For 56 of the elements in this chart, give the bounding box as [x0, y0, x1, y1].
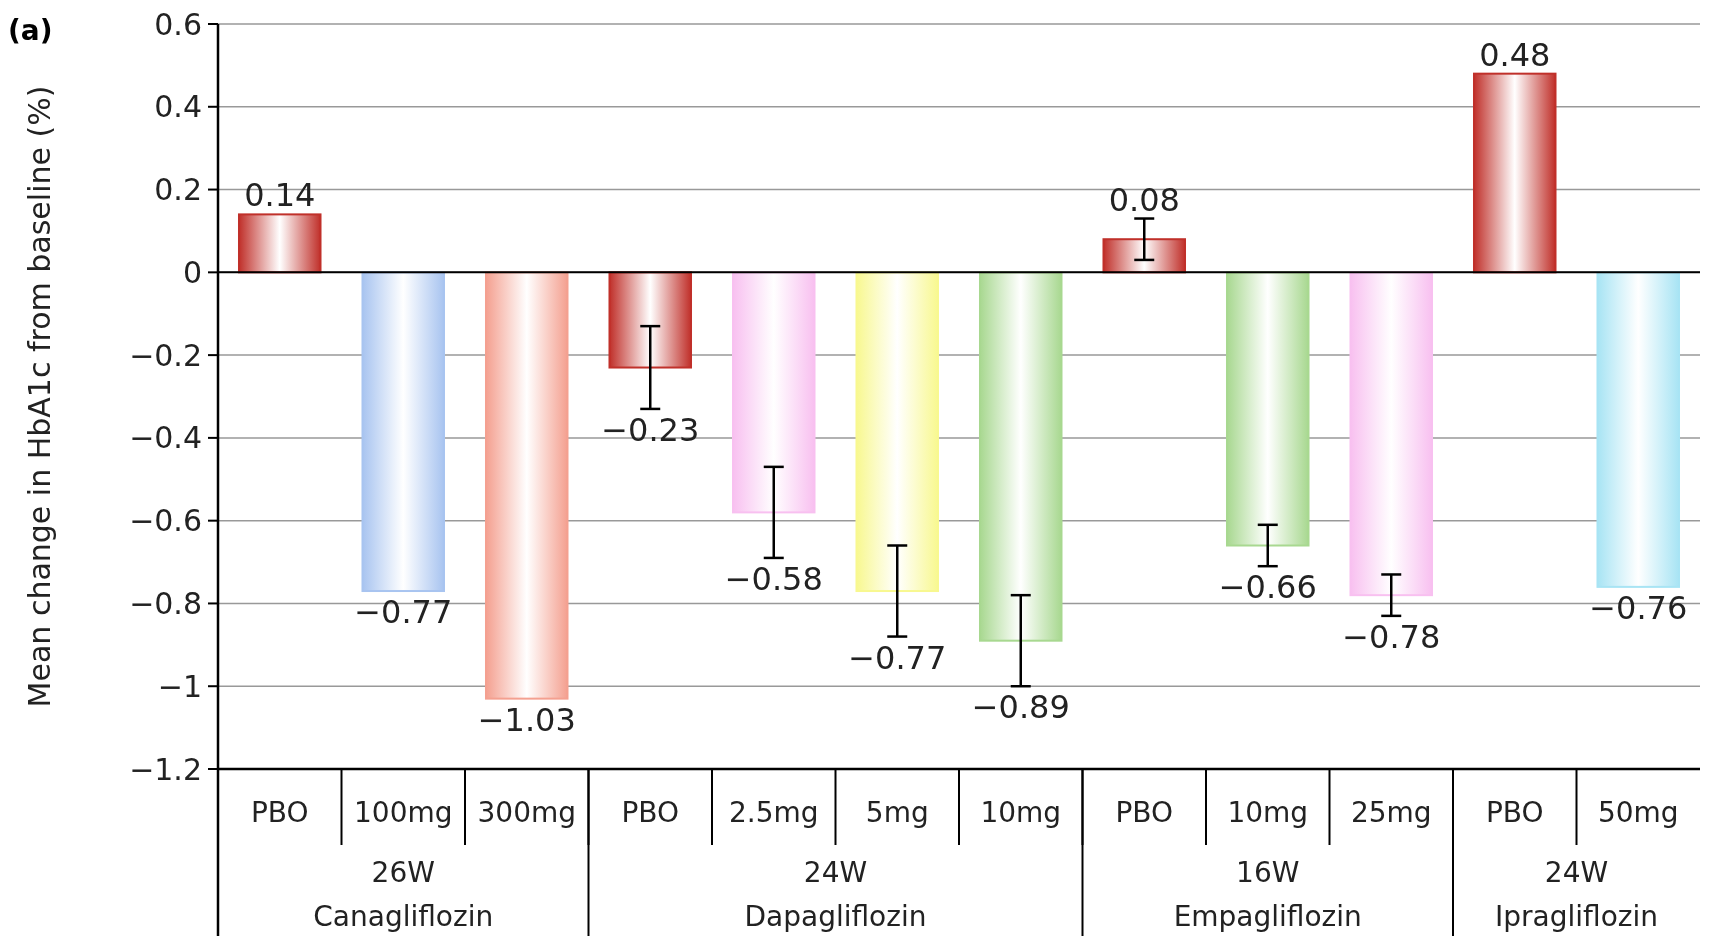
data-label: −0.78 — [1342, 617, 1441, 656]
x-tick-label: 5mg — [865, 796, 929, 829]
bar — [732, 271, 816, 514]
y-tick-label: 0.4 — [154, 89, 202, 125]
x-tick-label: 100mg — [354, 796, 453, 829]
x-tick-label: PBO — [1485, 796, 1544, 829]
x-tick-label: 25mg — [1350, 796, 1432, 829]
x-tick-label: PBO — [250, 796, 309, 829]
text: 26W — [371, 856, 435, 889]
y-tick-label: −0.4 — [129, 420, 202, 456]
bar — [1472, 72, 1557, 274]
y-tick-label: −1.2 — [129, 751, 202, 787]
data-label: 0.14 — [244, 176, 316, 215]
bar — [485, 271, 569, 700]
y-tick-label: 0.6 — [154, 6, 202, 42]
text: 16W — [1236, 856, 1300, 889]
bar — [361, 271, 446, 593]
y-tick-label: −0.8 — [129, 585, 202, 621]
data-label: −0.77 — [354, 593, 453, 632]
data-label: −0.23 — [601, 410, 700, 449]
text: 24W — [1544, 856, 1609, 889]
bar — [1225, 271, 1310, 547]
x-tick-label: 300mg — [477, 796, 576, 829]
data-label: −0.77 — [848, 638, 947, 677]
data-label: −0.58 — [724, 559, 823, 598]
y-tick-label: 0 — [182, 254, 202, 290]
data-label: 0.48 — [1479, 35, 1551, 74]
x-tick-label: 2.5mg — [728, 796, 819, 829]
x-tick-label: 10mg — [1227, 796, 1309, 829]
y-tick-label: 0.2 — [154, 172, 202, 208]
bar — [979, 271, 1063, 642]
y-tick-label: −1 — [157, 668, 202, 704]
x-tick-label: 10mg — [980, 796, 1062, 829]
bar — [1596, 271, 1680, 588]
x-tick-label: PBO — [621, 796, 680, 829]
x-tick-label: 50mg — [1597, 796, 1679, 829]
text: Empagliflozin — [1173, 900, 1362, 933]
text: Dapagliflozin — [744, 900, 927, 933]
y-axis-title: Mean change in HbA1c from baseline (%) — [22, 85, 57, 708]
text: Ipragliflozin — [1494, 900, 1659, 933]
text: Canagliflozin — [313, 900, 494, 933]
data-label: −1.03 — [477, 700, 576, 739]
bar — [1349, 271, 1433, 597]
data-label: −0.76 — [1589, 588, 1688, 627]
bar — [608, 271, 693, 369]
bar — [855, 271, 940, 593]
text: 24W — [803, 856, 868, 889]
bar — [238, 213, 322, 274]
y-tick-label: −0.2 — [129, 337, 202, 373]
chart-title: (a) — [8, 14, 53, 47]
y-tick-label: −0.6 — [129, 503, 202, 539]
data-label: −0.89 — [971, 688, 1070, 727]
data-label: 0.08 — [1108, 180, 1180, 219]
bar — [1102, 238, 1186, 274]
data-label: −0.66 — [1218, 568, 1317, 607]
x-tick-label: PBO — [1115, 796, 1174, 829]
